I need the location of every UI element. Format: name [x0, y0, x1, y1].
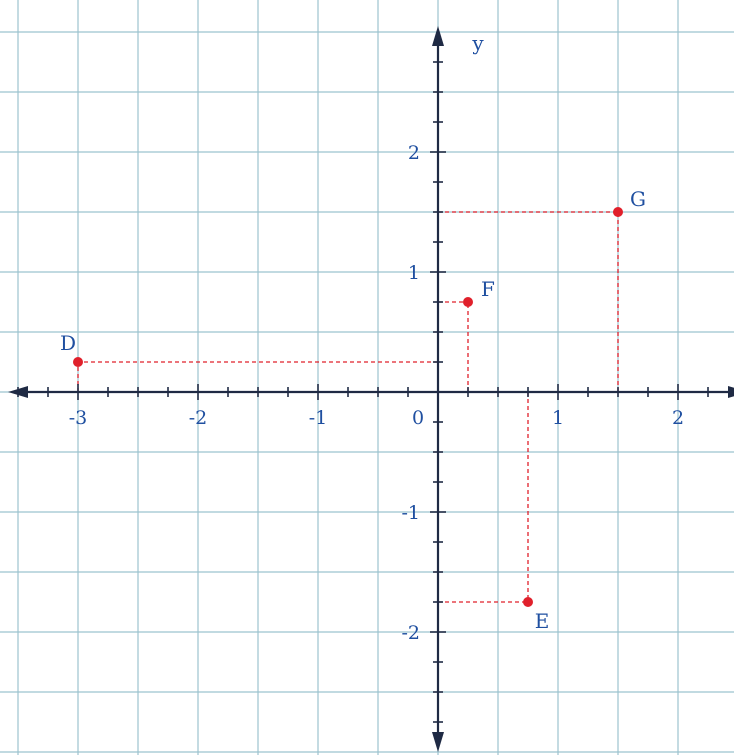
- y-tick-label: 2: [408, 142, 420, 164]
- x-tick-label: 2: [672, 407, 684, 429]
- y-tick-label: -2: [401, 622, 420, 644]
- x-axis-arrow-right: [728, 386, 734, 398]
- x-tick-label: 0: [412, 407, 424, 429]
- y-axis-arrow-up: [432, 26, 444, 46]
- point-label-g: G: [630, 187, 646, 211]
- y-axis-arrow-down: [432, 732, 444, 752]
- x-tick-label: 1: [552, 407, 564, 429]
- point-d: [73, 357, 83, 367]
- x-tick-label: -3: [69, 407, 88, 429]
- point-label-d: D: [60, 331, 76, 355]
- x-tick-label: -2: [189, 407, 208, 429]
- y-tick-label: -1: [401, 502, 420, 524]
- point-f: [463, 297, 473, 307]
- y-axis-label: y: [471, 31, 484, 55]
- point-label-f: F: [481, 277, 495, 301]
- y-tick-label: 1: [408, 262, 420, 284]
- points: D F G E: [60, 187, 646, 633]
- axes: [8, 26, 734, 752]
- tick-labels: -3 -2 -1 0 1 2 2 1 -1 -2: [69, 142, 684, 644]
- projection-guides: [77, 211, 619, 603]
- point-label-e: E: [535, 609, 550, 633]
- x-tick-label: -1: [309, 407, 328, 429]
- point-g: [613, 207, 623, 217]
- point-e: [523, 597, 533, 607]
- axis-ticks: [17, 61, 709, 723]
